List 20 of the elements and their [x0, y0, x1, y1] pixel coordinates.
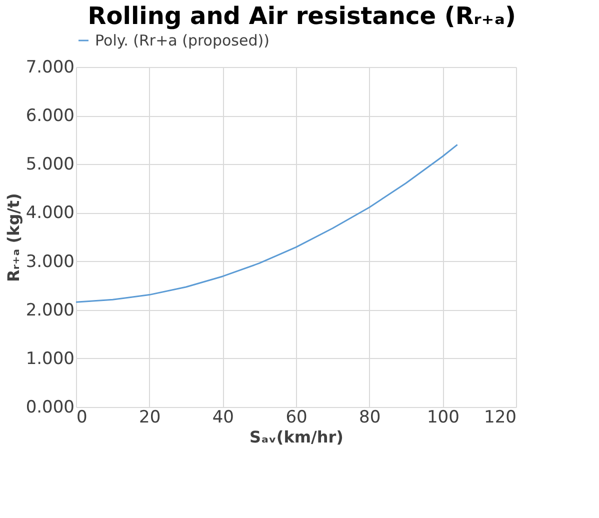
y-tick-label: 3.000 [26, 252, 74, 272]
x-tick-label: 80 [359, 408, 381, 428]
x-tick-label: 100 [426, 408, 460, 428]
chart-title: Rolling and Air resistance (Rᵣ₊ₐ) [88, 2, 516, 30]
x-tick-label: 40 [212, 408, 234, 428]
x-tick-label: 20 [139, 408, 161, 428]
y-tick-label: 6.000 [26, 106, 74, 126]
y-tick-label: 5.000 [26, 154, 74, 175]
y-tick-label: 7.000 [26, 58, 74, 78]
y-tick-label: 4.000 [26, 203, 74, 224]
x-tick-label: 0 [76, 408, 88, 428]
x-axis-title: Sₐᵥ(km/hr) [250, 428, 344, 446]
x-tick-label: 120 [484, 408, 516, 428]
y-tick-label: 0.000 [26, 398, 74, 418]
y-axis-title: Rᵣ₊ₐ (kg/t) [4, 193, 23, 282]
y-tick-label: 2.000 [26, 300, 74, 320]
legend-label: Poly. (Rr+a (proposed)) [95, 32, 270, 50]
y-tick-label: 1.000 [26, 348, 74, 369]
line-series [75, 144, 458, 303]
x-tick-label: 60 [286, 408, 308, 428]
